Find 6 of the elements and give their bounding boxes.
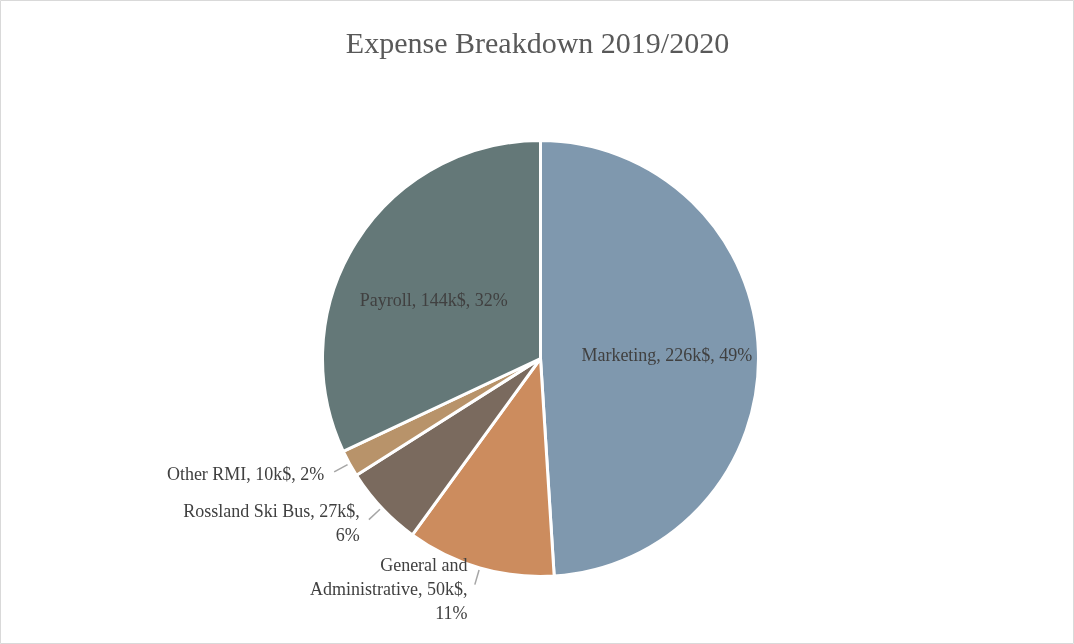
slice-label: Rossland Ski Bus, 27k$, 6%: [183, 500, 360, 545]
slice-label: Marketing, 226k$, 49%: [581, 345, 753, 366]
slice-label: Other RMI, 10k$, 2%: [166, 464, 325, 485]
chart-title: Expense Breakdown 2019/2020: [345, 26, 730, 59]
slice-label: General and Administrative, 50k$, 11%: [310, 554, 468, 623]
slice-label: Payroll, 144k$, 32%: [359, 290, 508, 311]
